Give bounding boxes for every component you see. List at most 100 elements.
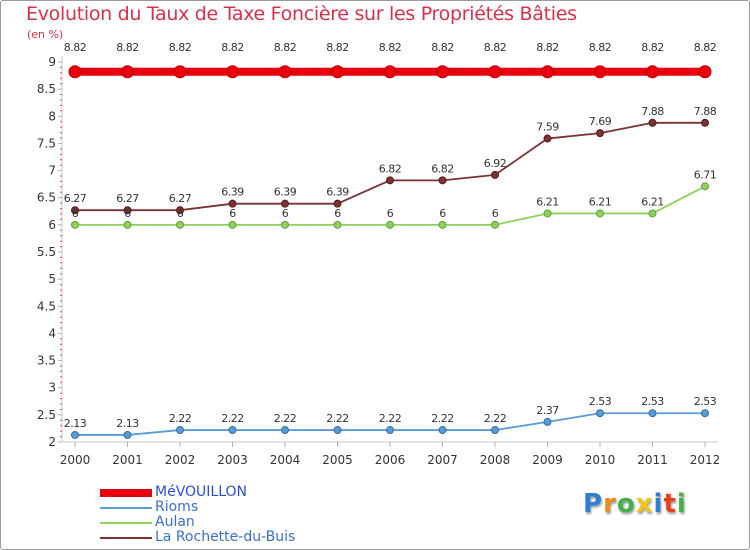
logo-letter: r	[603, 489, 617, 519]
data-label-m-vouillon: 8.82	[641, 41, 664, 54]
x-tick-label: 2004	[270, 453, 301, 467]
y-tick-label: 2	[48, 435, 56, 449]
y-tick-label: 5	[48, 272, 56, 286]
data-label-aulan: 6	[124, 207, 131, 220]
data-label-aulan: 6.21	[641, 195, 664, 208]
x-tick-label: 2005	[322, 453, 353, 467]
data-point	[596, 209, 604, 218]
logo-letter: x	[635, 489, 654, 519]
y-tick-label: 3.5	[37, 354, 56, 368]
chart-title: Evolution du Taux de Taxe Foncière sur l…	[26, 3, 577, 25]
y-tick-label: 4.5	[37, 299, 56, 313]
data-point	[701, 118, 709, 127]
data-label-m-vouillon: 8.82	[536, 41, 559, 54]
data-label-aulan: 6	[334, 207, 341, 220]
data-label-la-rochette-du-buis: 7.59	[536, 121, 559, 134]
series-m-vouillon	[68, 65, 712, 79]
data-point	[541, 65, 554, 79]
data-label-m-vouillon: 8.82	[169, 41, 192, 54]
data-point	[68, 65, 82, 79]
data-point	[71, 430, 79, 439]
data-point	[491, 170, 499, 179]
data-label-la-rochette-du-buis: 7.88	[641, 105, 664, 118]
y-tick-label: 7	[48, 164, 56, 178]
data-label-la-rochette-du-buis: 6.27	[64, 192, 87, 205]
logo-letter: t	[663, 489, 677, 519]
data-point	[281, 220, 289, 229]
y-tick-label: 7.5	[37, 136, 56, 150]
data-label-rioms: 2.22	[221, 412, 244, 425]
data-point	[71, 206, 79, 215]
data-point	[646, 65, 659, 79]
data-point	[596, 409, 604, 418]
data-point	[701, 182, 709, 191]
data-label-aulan: 6.21	[589, 195, 612, 208]
data-point	[436, 65, 449, 79]
data-point	[331, 65, 344, 79]
data-point	[543, 209, 552, 218]
logo-letter: i	[676, 489, 687, 519]
data-point	[438, 220, 447, 229]
data-label-m-vouillon: 8.82	[326, 41, 349, 54]
data-point	[176, 426, 184, 435]
x-tick-label: 2002	[165, 453, 196, 467]
logo-letter: P	[583, 489, 604, 519]
x-tick-label: 2008	[480, 453, 511, 467]
data-point	[176, 220, 184, 229]
data-point	[333, 426, 342, 435]
data-point	[281, 426, 289, 435]
data-label-la-rochette-du-buis: 6.39	[274, 186, 297, 199]
x-tick-label: 2003	[217, 453, 248, 467]
data-point	[491, 426, 499, 435]
data-point	[123, 206, 132, 215]
data-label-m-vouillon: 8.82	[221, 41, 244, 54]
y-tick-label: 5.5	[37, 245, 56, 259]
data-label-rioms: 2.22	[379, 412, 402, 425]
x-tick-label: 2001	[112, 453, 143, 467]
x-tick-label: 2007	[427, 453, 458, 467]
data-point	[226, 65, 239, 79]
data-point	[386, 176, 394, 185]
data-label-m-vouillon: 8.82	[484, 41, 507, 54]
data-point	[488, 65, 502, 79]
data-point	[333, 220, 342, 229]
data-point	[123, 220, 132, 229]
data-point	[228, 199, 237, 208]
y-tick-label: 3	[48, 381, 56, 395]
data-label-rioms: 2.13	[64, 417, 87, 430]
data-point	[438, 426, 447, 435]
data-label-rioms: 2.22	[431, 412, 454, 425]
data-point	[491, 220, 499, 229]
data-label-aulan: 6.71	[694, 168, 717, 181]
legend-swatch	[100, 507, 152, 509]
y-tick-label: 6	[48, 218, 56, 232]
data-point	[438, 176, 447, 185]
logo-letter: i	[653, 489, 664, 519]
series-rioms	[71, 409, 709, 439]
y-tick-label: 2.5	[37, 408, 56, 422]
data-label-m-vouillon: 8.82	[64, 41, 87, 54]
data-point	[386, 220, 394, 229]
data-label-rioms: 2.22	[326, 412, 349, 425]
data-point	[71, 220, 79, 229]
data-label-la-rochette-du-buis: 6.39	[221, 186, 244, 199]
data-label-m-vouillon: 8.82	[274, 41, 297, 54]
data-label-rioms: 2.37	[536, 404, 559, 417]
data-label-aulan: 6	[439, 207, 446, 220]
data-point	[543, 417, 552, 426]
legend-label: Aulan	[155, 514, 195, 530]
data-label-aulan: 6.21	[536, 195, 559, 208]
data-label-rioms: 2.53	[694, 395, 717, 408]
data-label-rioms: 2.22	[274, 412, 297, 425]
data-label-la-rochette-du-buis: 7.88	[694, 105, 717, 118]
y-axis-unit-label: (en %)	[27, 28, 64, 41]
data-label-aulan: 6	[492, 207, 499, 220]
data-label-m-vouillon: 8.82	[379, 41, 402, 54]
y-tick-label: 9	[48, 55, 56, 69]
data-label-aulan: 6	[72, 207, 79, 220]
legend-label: La Rochette-du-Buis	[155, 529, 296, 545]
data-point	[698, 65, 712, 79]
y-tick-label: 4	[48, 326, 56, 340]
data-point	[543, 134, 552, 143]
